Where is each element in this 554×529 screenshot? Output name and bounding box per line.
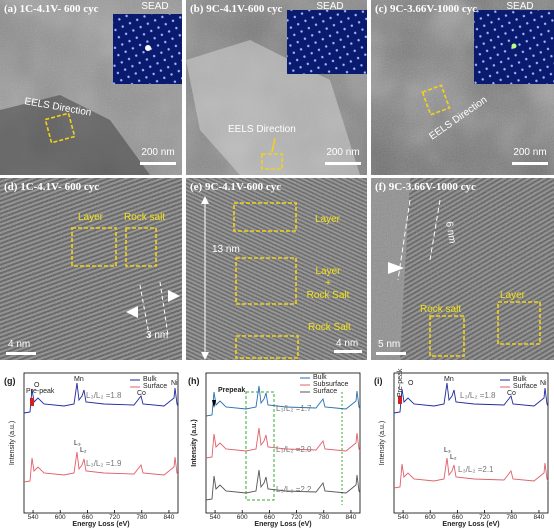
panel-title: (f) 9C-3.66V-1000 cyc [375, 181, 476, 193]
inset-label: SEAD [141, 1, 168, 12]
panel-d: (d) 1C-4.1V- 600 cyc Layer Rock salt 3 n… [0, 178, 182, 360]
peak-label: Pre-peak [397, 368, 404, 397]
panel-c: SEAD (c) 9C-3.66V-1000 cyc EELS Directio… [371, 0, 554, 175]
ratio-label: L₃/L₂ =1.7 [276, 404, 312, 413]
ratio-label: L₃/L₂ =2.1 [458, 465, 494, 474]
spacing-label: 3 nm [146, 330, 168, 341]
scale-bar: 4 nm [8, 339, 30, 350]
ratio-label: L₃/L₂ =2.0 [276, 445, 312, 454]
region-label: Layer [500, 290, 526, 301]
x-tick-label: 840 [164, 514, 175, 521]
panel-title: (i) [374, 376, 383, 386]
peak-label: O [408, 380, 414, 387]
peak-label: L₂ [450, 454, 457, 461]
ratio-label: L₃/L₂ =1.8 [460, 391, 496, 400]
scale-bar: 200 nm [141, 147, 174, 158]
legend-entry: Bulk [313, 374, 327, 381]
panel-title: (c) 9C-3.66V-1000 cyc [375, 3, 477, 15]
x-tick-label: 660 [82, 514, 93, 521]
region-label: Rock salt [124, 212, 165, 223]
region-label: Rock salt [420, 304, 461, 315]
x-tick-label: 660 [452, 514, 463, 521]
region-label: Rock Salt [307, 290, 350, 301]
panel-title: (h) [188, 376, 200, 386]
x-tick-label: 780 [136, 514, 147, 521]
x-tick-label: 720 [291, 514, 302, 521]
scale-bar: 200 nm [513, 147, 546, 158]
scale-bar: 5 nm [378, 339, 400, 350]
region-label: Layer [315, 266, 341, 277]
legend-entry: Bulk [513, 376, 527, 383]
panel-title: (b) 9C-4.1V-600 cyc [190, 3, 282, 15]
legend-entry: Surface [313, 388, 337, 395]
x-tick-label: 660 [264, 514, 275, 521]
x-tick-label: 720 [109, 514, 120, 521]
x-axis-label: Energy Loss (eV) [442, 521, 499, 528]
x-tick-label: 720 [479, 514, 490, 521]
panel-title: (g) [4, 376, 16, 386]
peak-label: L₃ [74, 440, 81, 447]
x-tick-label: 600 [55, 514, 66, 521]
peak-label: Prepeak [218, 387, 245, 394]
x-tick-label: 840 [534, 514, 545, 521]
legend-entry: Subsurface [313, 381, 349, 388]
thickness-label: 13 nm [212, 244, 240, 255]
peak-label: Ni [171, 380, 178, 387]
x-tick-label: 780 [318, 514, 329, 521]
x-tick-label: 600 [425, 514, 436, 521]
x-axis-label: Energy Loss (eV) [72, 521, 129, 528]
x-tick-label: 540 [210, 514, 221, 521]
spacing-label: 6 nm [443, 221, 458, 245]
panel-b: SEAD (b) 9C-4.1V-600 cyc EELS Direction … [186, 0, 367, 175]
y-axis-label: Intensity (a.u.) [9, 421, 16, 465]
panel-title: (d) 1C-4.1V- 600 cyc [4, 181, 99, 193]
scale-bar: 4 nm [336, 338, 358, 349]
legend-entry: Surface [143, 383, 167, 390]
panel-e: (e) 9C-4.1V-600 cyc Layer Layer + Rock S… [186, 178, 367, 360]
direction-label: EELS Direction [228, 124, 296, 135]
panel-h: (h) Bulk Subsurface Surface Prepeak L₃/L… [188, 372, 361, 528]
legend-entry: Bulk [143, 376, 157, 383]
peak-label: O [34, 382, 40, 389]
region-label: Layer [78, 212, 104, 223]
panel-f: (f) 9C-3.66V-1000 cyc 6 nm Rock salt Lay… [371, 178, 554, 360]
y-axis-label: Intensity (a.u.) [191, 419, 198, 466]
peak-label: Co [137, 390, 146, 397]
peak-label: Mn [444, 376, 454, 383]
peak-label: Pre-peak [26, 388, 55, 395]
inset-label: SEAD [506, 1, 533, 12]
panel-title: (a) 1C-4.1V- 600 cyc [4, 3, 99, 15]
peak-label: L₃ [444, 447, 451, 454]
panel-a: SEAD (a) 1C-4.1V- 600 cyc EELS Direction… [0, 0, 182, 175]
region-label: + [325, 278, 331, 289]
ratio-label: L₃/L₂ =1.8 [86, 391, 122, 400]
inset-label: SEAD [316, 1, 343, 12]
peak-label: Mn [74, 376, 84, 383]
x-tick-label: 540 [398, 514, 409, 521]
ratio-label: L₃/L₂ =1.9 [86, 459, 122, 468]
peak-label: L₂ [80, 447, 87, 454]
panel-i: (i) Bulk Surface Pre-peak O Mn Co Ni L₃ … [374, 368, 549, 528]
legend-entry: Surface [513, 383, 537, 390]
scale-bar: 200 nm [326, 147, 359, 158]
region-label: Layer [315, 214, 341, 225]
x-tick-label: 840 [346, 514, 357, 521]
y-axis-label: Intensity (a.u.) [379, 421, 386, 465]
region-label: Rock Salt [308, 322, 351, 333]
ratio-label: L₃/L₂ =2.2 [276, 485, 312, 494]
panel-g: (g) Bulk Surface Pre-peak O Mn Co Ni L₃ … [4, 372, 179, 528]
x-tick-label: 600 [237, 514, 248, 521]
peak-label: Ni [540, 380, 547, 387]
x-axis-label: Energy Loss (eV) [254, 521, 311, 528]
peak-label: Co [507, 390, 516, 397]
x-tick-label: 540 [28, 514, 39, 521]
panel-title: (e) 9C-4.1V-600 cyc [190, 181, 281, 193]
x-tick-label: 780 [506, 514, 517, 521]
